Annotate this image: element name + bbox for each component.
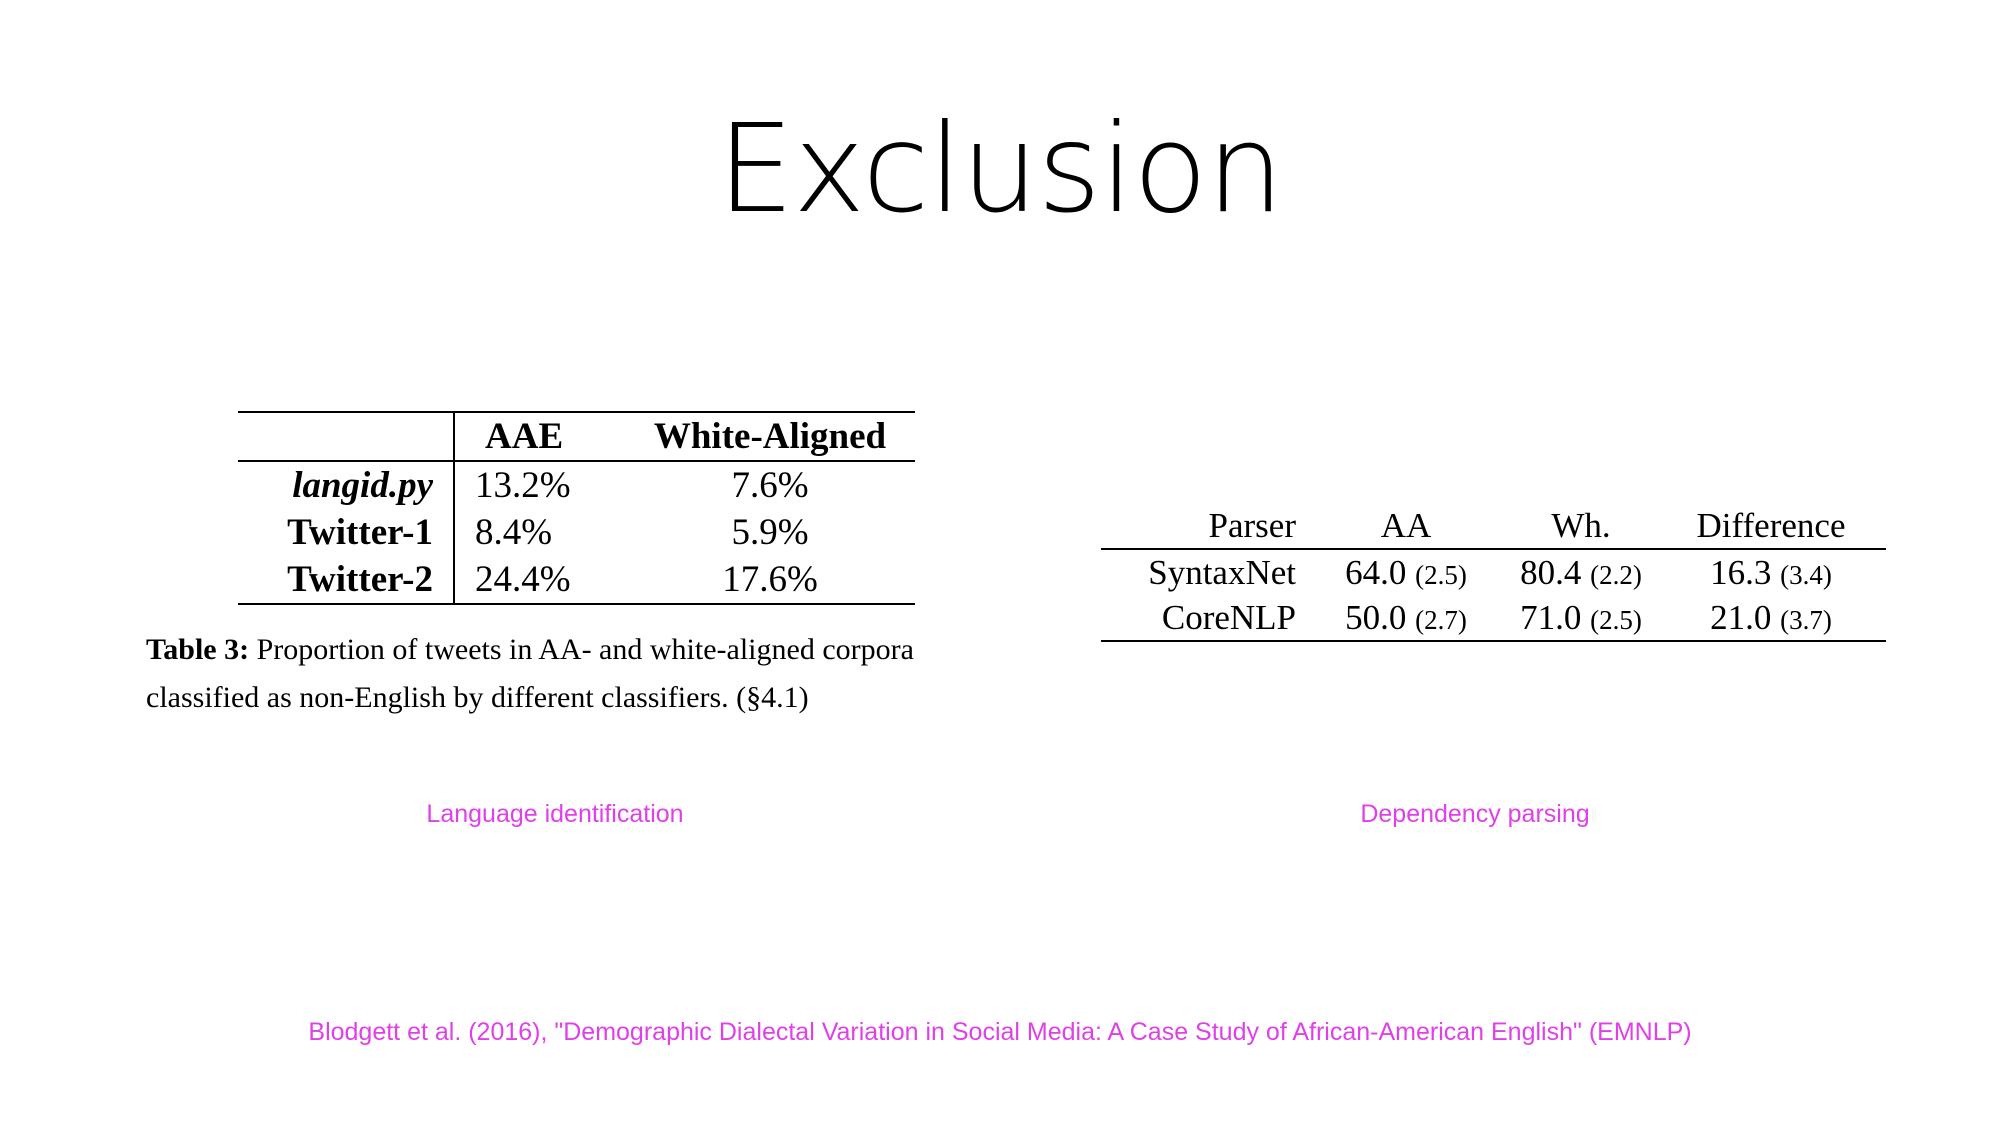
table-row: Twitter-1 8.4% 5.9% — [238, 509, 915, 556]
table-header-aae: AAE — [485, 416, 564, 457]
table-header-row: AAE White-Aligned — [238, 412, 915, 461]
dependency-parsing-label: Dependency parsing — [1360, 800, 1590, 828]
diff-std-error: (3.7) — [1780, 604, 1832, 635]
language-id-table: AAE White-Aligned langid.py 13.2% 7.6% T… — [238, 411, 915, 605]
table-header-empty — [238, 412, 455, 461]
table-header-aa: AA — [1380, 505, 1432, 545]
row-aae-value: 13.2% — [475, 465, 571, 506]
row-name: langid.py — [238, 461, 455, 509]
table-row: langid.py 13.2% 7.6% — [238, 461, 915, 509]
wh-std-error: (2.2) — [1590, 559, 1642, 590]
aa-std-error: (2.7) — [1415, 604, 1467, 635]
aa-value: 64.0 — [1345, 552, 1407, 592]
row-diff-cell: 16.3 (3.4) — [1671, 549, 1886, 595]
row-white-value: 5.9% — [731, 512, 809, 553]
wh-value: 80.4 — [1520, 552, 1582, 592]
row-parser: CoreNLP — [1161, 597, 1296, 637]
table-header-row: Parser AA Wh. Difference — [1101, 503, 1886, 549]
row-white-value: 17.6% — [722, 559, 818, 600]
diff-std-error: (3.4) — [1780, 559, 1832, 590]
aa-value: 50.0 — [1345, 597, 1407, 637]
table-header-difference: Difference — [1696, 505, 1846, 545]
row-white-value: 7.6% — [731, 465, 809, 506]
wh-std-error: (2.5) — [1590, 604, 1642, 635]
row-name: Twitter-1 — [238, 509, 455, 556]
slide-title: Exclusion — [717, 98, 1284, 240]
row-parser: SyntaxNet — [1148, 552, 1296, 592]
table-caption: Table 3: Proportion of tweets in AA- and… — [146, 626, 1006, 722]
wh-value: 71.0 — [1520, 597, 1582, 637]
table-header-parser: Parser — [1208, 505, 1296, 545]
citation: Blodgett et al. (2016), "Demographic Dia… — [308, 1018, 1692, 1046]
aa-std-error: (2.5) — [1415, 559, 1467, 590]
row-aa-cell: 50.0 (2.7) — [1321, 595, 1491, 641]
row-aae-value: 8.4% — [475, 512, 553, 553]
table-row: CoreNLP 50.0 (2.7) 71.0 (2.5) 21.0 (3.7) — [1101, 595, 1886, 641]
table-header-white-aligned: White-Aligned — [653, 416, 887, 457]
diff-value: 16.3 — [1710, 552, 1772, 592]
table-row: SyntaxNet 64.0 (2.5) 80.4 (2.2) 16.3 (3.… — [1101, 549, 1886, 595]
row-wh-cell: 80.4 (2.2) — [1491, 549, 1671, 595]
caption-text: Proportion of tweets in AA- and white-al… — [146, 633, 914, 714]
row-diff-cell: 21.0 (3.7) — [1671, 595, 1886, 641]
language-identification-label: Language identification — [426, 800, 684, 828]
table-header-wh: Wh. — [1551, 505, 1611, 545]
row-name: Twitter-2 — [238, 556, 455, 604]
dependency-parsing-table: Parser AA Wh. Difference SyntaxNet 64.0 … — [1101, 503, 1886, 642]
row-wh-cell: 71.0 (2.5) — [1491, 595, 1671, 641]
row-aa-cell: 64.0 (2.5) — [1321, 549, 1491, 595]
row-aae-value: 24.4% — [475, 559, 571, 600]
table-row: Twitter-2 24.4% 17.6% — [238, 556, 915, 604]
diff-value: 21.0 — [1710, 597, 1772, 637]
caption-label: Table 3: — [146, 633, 250, 666]
